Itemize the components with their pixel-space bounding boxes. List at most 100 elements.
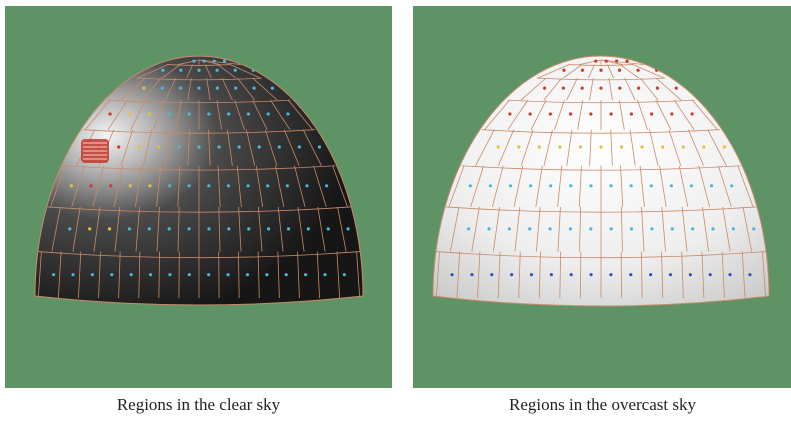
region-center-point [71,273,75,277]
region-center-point [730,184,734,188]
region-center-point [617,68,622,72]
region-center-point [709,184,714,188]
region-center-point [89,184,93,188]
overcast-sky-dome-figure [413,6,791,388]
region-center-point [589,273,593,277]
region-center-point [266,112,270,116]
region-edge [216,100,223,130]
region-center-point [517,145,521,149]
region-edge [449,206,460,252]
region-edge [566,129,573,166]
region-edge [294,165,306,208]
region-edge [78,251,82,299]
region-center-point [326,227,330,231]
region-boundaries [435,59,769,299]
region-center-point [128,112,132,116]
region-edge [538,251,541,299]
region-edge [507,99,529,130]
region-edge [336,251,341,299]
region-center-point [508,112,512,116]
region-edge [530,99,547,130]
region-center-point [731,227,735,231]
region-center-point [148,273,153,277]
region-center-point [529,273,534,277]
region-edge [257,206,263,252]
region-edge [737,165,754,208]
region-boundaries [37,59,363,299]
region-center-point [306,227,310,231]
region-edge [107,99,128,130]
region-edge [277,251,280,299]
region-center-point [670,227,674,231]
region-center-point [537,145,541,149]
region-edge [287,99,313,130]
region-edge [217,64,237,79]
region-center-point [157,145,161,149]
region-edge [356,251,361,299]
region-center-point [168,273,172,277]
region-center-point [108,112,112,116]
region-center-point [227,112,231,116]
region-edge [641,206,645,252]
region-edge [156,206,160,252]
region-edge [178,59,200,65]
region-center-point [549,273,553,277]
region-center-point [129,273,133,277]
region-edge [707,129,727,166]
region-center-point [569,184,573,188]
region-edge [624,77,636,101]
region-center-point [569,273,573,277]
region-center-point [549,184,553,188]
region-center-point [599,86,603,90]
region-edge [142,129,153,166]
region-edge [681,251,684,299]
region-edge [198,59,241,65]
region-center-point [257,145,261,149]
region-edge [484,99,510,130]
region-edge [600,59,644,65]
region-edge [497,251,501,299]
region-ring [83,129,315,134]
region-edge [274,165,285,208]
region-edge [536,206,541,252]
region-center-point [266,184,270,188]
sun-region-cluster [81,139,109,163]
region-edge [701,251,705,299]
region-center-point [688,273,692,277]
region-edge [655,77,682,101]
region-center-point [247,227,251,231]
region-center-point [88,227,92,231]
region-ring [568,64,634,66]
region-edge [470,165,485,208]
region-center-point [670,112,674,116]
region-center-point [625,59,629,63]
region-edge [221,77,233,101]
region-center-point [594,59,598,63]
region-edge [673,99,695,130]
region-edge [153,99,164,130]
region-edge [217,165,221,207]
region-edge [165,77,177,101]
region-center-point [636,68,640,72]
region-center-point [674,86,678,90]
region-center-point [346,227,350,231]
region-center-point [470,273,474,277]
region-center-point [167,112,171,116]
region-edge [639,165,645,207]
region-center-point [668,273,673,277]
region-edge [577,100,584,130]
region-edge [620,64,640,79]
region-center-point [542,86,547,90]
region-edge [245,129,256,166]
region-ring [166,64,232,66]
region-edge [252,77,278,101]
region-center-point [197,145,201,149]
region-center-point [655,86,660,90]
region-center-point [303,273,308,277]
region-center-point [215,68,219,72]
region-center-point [234,86,238,90]
region-edge [562,64,582,79]
region-edge [702,206,710,252]
region-center-point [323,273,327,277]
region-edge [134,165,143,207]
